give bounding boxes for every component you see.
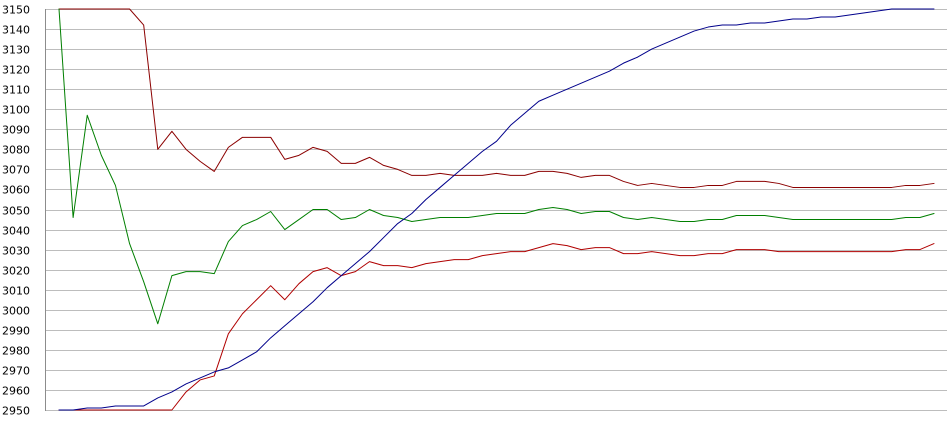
series-line-2 [58, 8, 935, 325]
y-tick-label-3090: 3090 [2, 124, 30, 137]
y-tick-label-3030: 3030 [2, 245, 30, 258]
y-tick-label-3000: 3000 [2, 305, 30, 318]
y-tick-label-3140: 3140 [2, 24, 30, 37]
y-tick-label-3060: 3060 [2, 184, 30, 197]
y-tick-label-3040: 3040 [2, 225, 30, 238]
y-axis-tick-labels: 2950 2960 2970 2980 2990 3000 3010 3020 3030 3040… [2, 4, 30, 418]
series-line-1 [58, 8, 935, 188]
y-tick-label-2960: 2960 [2, 385, 30, 398]
y-tick-label-3070: 3070 [2, 164, 30, 177]
y-tick-label-3130: 3130 [2, 44, 30, 57]
series-line-4 [58, 8, 935, 411]
y-tick-label-2980: 2980 [2, 345, 30, 358]
y-tick-label-3120: 3120 [2, 64, 30, 77]
series-layer [58, 8, 935, 411]
y-tick-label-3020: 3020 [2, 265, 30, 278]
y-tick-label-3110: 3110 [2, 84, 30, 97]
y-tick-label-2970: 2970 [2, 365, 30, 378]
y-tick-label-3100: 3100 [2, 104, 30, 117]
y-tick-label-3010: 3010 [2, 285, 30, 298]
y-tick-label-3080: 3080 [2, 144, 30, 157]
y-tick-label-3050: 3050 [2, 205, 30, 218]
y-tick-label-3150: 3150 [2, 4, 30, 17]
y-tick-label-2950: 2950 [2, 405, 30, 418]
grid [45, 9, 947, 411]
series-line-3 [58, 243, 935, 411]
y-tick-label-2990: 2990 [2, 325, 30, 338]
